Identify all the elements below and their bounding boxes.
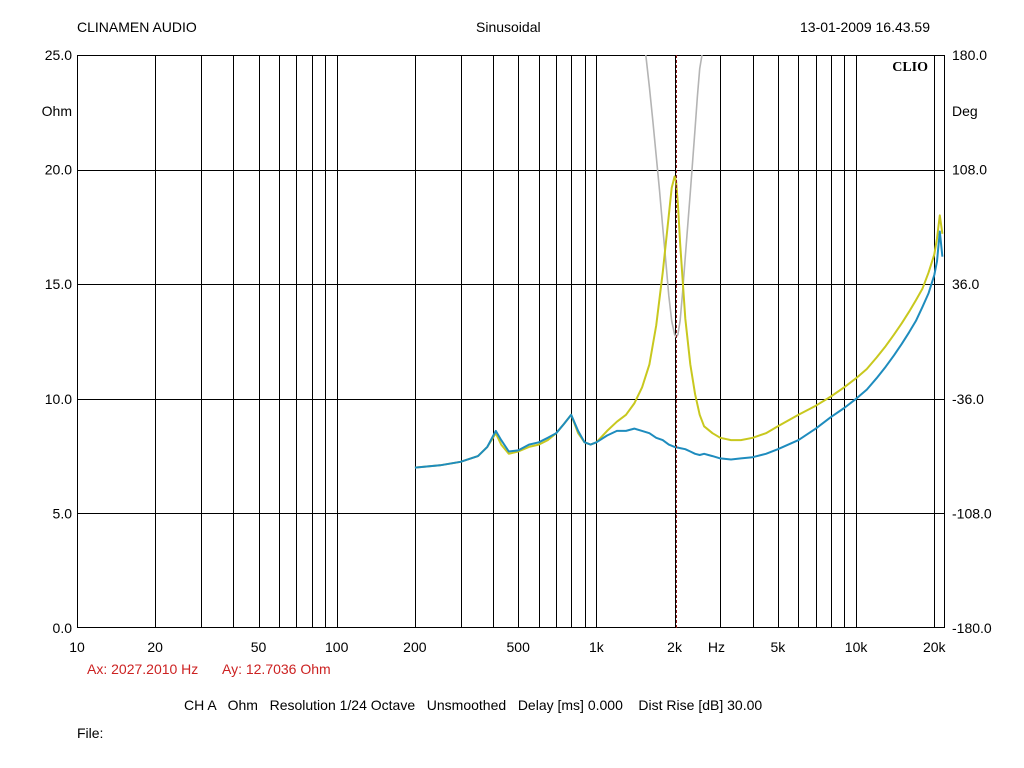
y-tick-label: 15.0: [45, 276, 72, 292]
y-tick-label: 5.0: [53, 505, 73, 521]
x-tick-label: 10: [69, 639, 85, 655]
y2-axis-label: Deg: [952, 103, 978, 119]
y-tick-label: 10.0: [45, 391, 72, 407]
y-tick-label: 0.0: [53, 620, 73, 636]
series-line-gray: [645, 55, 703, 338]
y-axis-label: Ohm: [42, 103, 72, 119]
x-tick-label: 1k: [589, 639, 605, 655]
y2-tick-label: -108.0: [952, 505, 992, 521]
x-tick-label: 500: [507, 639, 531, 655]
x-tick-label: 20k: [923, 639, 947, 655]
y2-tick-label: -36.0: [952, 391, 984, 407]
y-tick-label: 20.0: [45, 162, 72, 178]
header-company: CLINAMEN AUDIO: [77, 19, 197, 35]
clio-logo: CLIO: [892, 60, 928, 75]
x-axis-label: Hz: [708, 639, 725, 655]
cursor-readout-y: Ay: 12.7036 Ohm: [222, 661, 331, 677]
y2-tick-label: 36.0: [952, 276, 979, 292]
cursor-readout-x: Ax: 2027.2010 Hz: [87, 661, 199, 677]
file-label: File:: [77, 725, 104, 741]
y2-tick-label: 180.0: [952, 47, 987, 63]
header-mode: Sinusoidal: [476, 19, 541, 35]
y2-tick-label: 108.0: [952, 162, 987, 178]
y2-tick-label: -180.0: [952, 620, 992, 636]
x-tick-label: 50: [251, 639, 267, 655]
y-tick-label: 25.0: [45, 47, 72, 63]
x-tick-label: 20: [147, 639, 163, 655]
header-datetime: 13-01-2009 16.43.59: [800, 19, 930, 35]
x-tick-label: 5k: [771, 639, 787, 655]
x-tick-label: 2k: [667, 639, 683, 655]
series-line-blue: [414, 230, 944, 469]
series-line-yellow: [414, 175, 944, 469]
x-tick-label: 200: [403, 639, 427, 655]
status-line: CH A Ohm Resolution 1/24 Octave Unsmooth…: [184, 697, 763, 713]
x-tick-label: 100: [325, 639, 349, 655]
plot-frame: [77, 55, 945, 628]
x-tick-label: 10k: [845, 639, 869, 655]
